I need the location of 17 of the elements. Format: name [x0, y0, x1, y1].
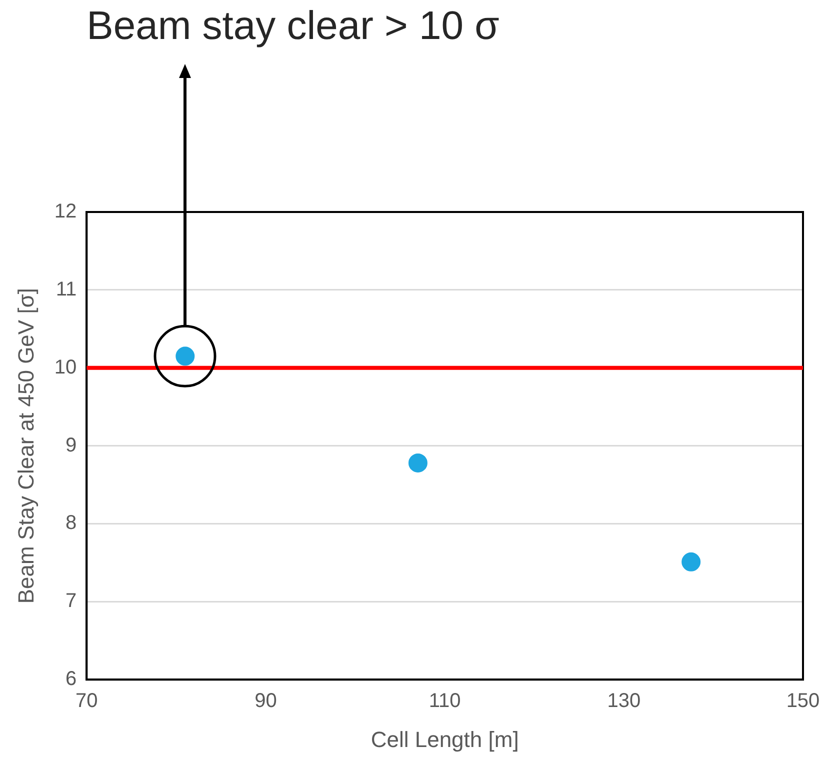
y-tick-label: 8	[66, 512, 77, 534]
x-axis-title: Cell Length [m]	[370, 726, 519, 752]
x-tick-label: 130	[607, 690, 641, 712]
text: Beam stay clear > 10 σ	[86, 4, 500, 49]
x-tick-label: 150	[786, 690, 820, 712]
y-tick-label: 9	[66, 434, 77, 456]
y-tick-label: 7	[66, 590, 77, 612]
y-tick-label: 11	[56, 278, 77, 300]
y-tick-label: 6	[66, 668, 77, 690]
point	[682, 552, 701, 572]
y-tick-label: 12	[54, 200, 77, 223]
point	[408, 453, 428, 472]
y-axis-title: Beam Stay Clear at 450 GeV [σ]	[13, 288, 38, 604]
y-tick-label: 10	[54, 356, 77, 378]
x-tick-label: 90	[254, 690, 277, 712]
x-tick-label: 110	[428, 690, 461, 712]
x-tick-label: 70	[76, 690, 98, 712]
